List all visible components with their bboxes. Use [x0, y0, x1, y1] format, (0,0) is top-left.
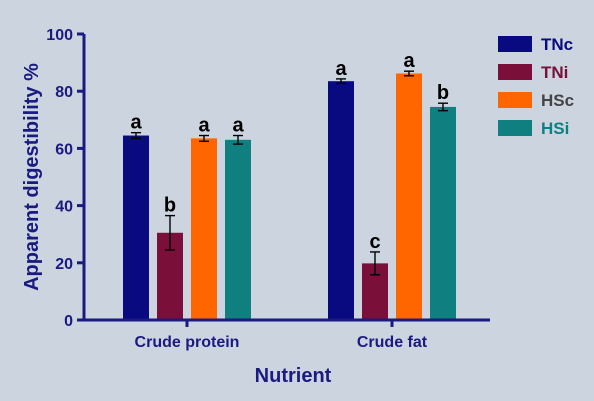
bar-tnc: [328, 81, 354, 320]
x-axis-title: Nutrient: [255, 365, 332, 387]
bar-hsi: [225, 139, 251, 320]
legend-label-hsi: HSi: [541, 119, 569, 138]
y-tick-label: 60: [55, 141, 73, 158]
significance-label: a: [335, 58, 347, 80]
x-tick-label: Crude fat: [357, 334, 428, 351]
significance-label: a: [232, 115, 244, 137]
bar-hsc: [396, 73, 422, 320]
legend-swatch-tni: [498, 64, 532, 80]
bar-hsc: [191, 138, 217, 320]
legend: TNc TNi HSc HSi: [498, 35, 574, 138]
legend-swatch-hsi: [498, 120, 532, 136]
y-axis-title: Apparent digestibility %: [21, 63, 43, 291]
significance-label: b: [164, 195, 176, 217]
legend-swatch-tnc: [498, 36, 532, 52]
axes-layer: [82, 34, 490, 322]
y-tick-label: 40: [55, 199, 73, 216]
y-tick-label: 20: [55, 256, 73, 273]
significance-label: b: [437, 82, 449, 104]
significance-label: c: [369, 231, 380, 253]
x-ticks: Crude protein Crude fat: [135, 320, 428, 351]
legend-swatch-hsc: [498, 92, 532, 108]
legend-label-tni: TNi: [541, 63, 568, 82]
y-tick-label: 100: [46, 27, 73, 44]
bar-tnc: [123, 135, 149, 320]
y-tick-label: 80: [55, 84, 73, 101]
legend-label-tnc: TNc: [541, 35, 573, 54]
bar-hsi: [430, 106, 456, 321]
significance-label: a: [198, 115, 210, 137]
x-tick-label: Crude protein: [135, 334, 240, 351]
legend-label-hsc: HSc: [541, 91, 574, 110]
significance-label: a: [403, 50, 415, 72]
y-ticks: 0 20 40 60 80 100: [46, 27, 84, 330]
significance-label: a: [130, 112, 142, 134]
y-tick-label: 0: [64, 313, 73, 330]
